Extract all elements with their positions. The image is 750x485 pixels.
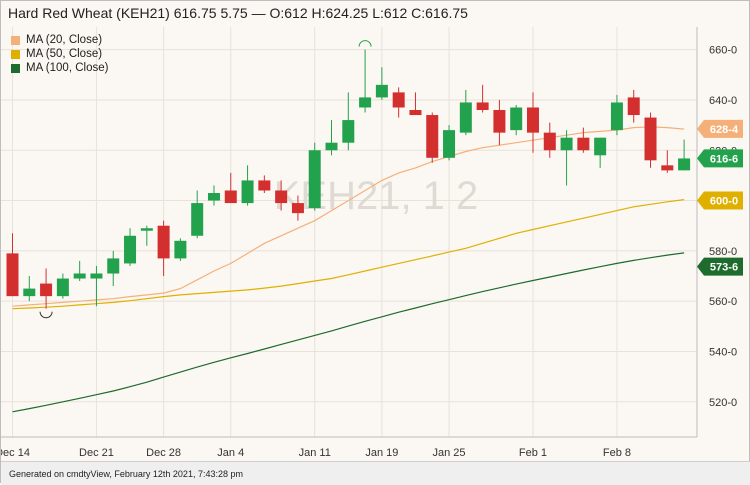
candle-body — [73, 273, 86, 279]
candle-body — [23, 288, 36, 297]
y-tick-label: 580-0 — [709, 246, 737, 258]
chart-header: Hard Red Wheat (KEH21) 616.75 5.75 — O:6… — [8, 5, 468, 21]
candle-body — [375, 84, 388, 98]
x-tick-label: Jan 4 — [217, 447, 244, 459]
candle-body — [258, 180, 271, 191]
candle-body — [443, 130, 456, 158]
x-tick-label: Feb 8 — [603, 447, 631, 459]
candle-body — [426, 115, 439, 158]
legend-swatch-ma100 — [11, 63, 20, 73]
generated-timestamp: Generated on cmdtyView, February 12th 20… — [9, 469, 243, 479]
candle-body — [241, 180, 254, 204]
candle-body — [140, 228, 153, 231]
last-value-tag — [697, 149, 743, 168]
x-tick-label: Jan 11 — [299, 447, 331, 459]
candle-body — [627, 97, 640, 116]
candle-body — [124, 235, 137, 264]
candle-body — [543, 132, 556, 151]
candle-body — [56, 278, 69, 297]
legend-item-ma20[interactable]: MA (20, Close) — [11, 33, 108, 47]
candle-body — [476, 102, 489, 111]
candle-body — [90, 273, 103, 279]
legend-item-ma100[interactable]: MA (100, Close) — [11, 61, 108, 75]
last-price: 616.75 — [173, 5, 217, 21]
candle-body — [191, 203, 204, 236]
last-value-tag — [697, 257, 743, 276]
legend-label-ma20: MA (20, Close) — [26, 34, 103, 46]
y-tick-label: 560-0 — [709, 296, 737, 308]
legend-item-ma50[interactable]: MA (50, Close) — [11, 47, 108, 61]
ma50-line — [12, 199, 685, 310]
high-marker — [358, 40, 372, 47]
candle-body — [610, 102, 623, 131]
candle-body — [594, 137, 607, 156]
candle-body — [40, 283, 53, 297]
x-tick-label: Feb 1 — [519, 447, 547, 459]
plot-area — [1, 27, 697, 437]
price-change: 5.75 — [220, 5, 248, 21]
indicator-legend: MA (20, Close) MA (50, Close) MA (100, C… — [11, 33, 108, 75]
last-value-label: 600-0 — [710, 196, 738, 208]
legend-label-ma100: MA (100, Close) — [26, 62, 109, 74]
price-chart[interactable]: 660-0640-0620-0600-0580-0560-0540-0520-0… — [1, 1, 749, 461]
watermark: KEH21, 1 2 — [274, 174, 479, 218]
x-tick-label: Jan 25 — [433, 447, 466, 459]
legend-label-ma50: MA (50, Close) — [26, 48, 103, 60]
candle-body — [275, 190, 288, 204]
candle-body — [308, 150, 321, 209]
candle-body — [6, 253, 19, 297]
x-tick-label: Dec 14 — [1, 447, 30, 459]
candle-body — [510, 107, 523, 131]
candle-body — [577, 137, 590, 151]
candle-body — [107, 258, 120, 274]
candle-body — [560, 137, 573, 151]
last-value-label: 616-6 — [710, 153, 738, 165]
candle-body — [342, 120, 355, 143]
candle-body — [157, 225, 170, 259]
candle-body — [526, 107, 539, 133]
x-tick-label: Jan 19 — [365, 447, 398, 459]
symbol-title: Hard Red Wheat (KEH21) — [8, 5, 170, 21]
candle-body — [359, 97, 372, 108]
footer-bar: Generated on cmdtyView, February 12th 20… — [1, 461, 750, 485]
last-value-label: 573-6 — [710, 262, 738, 274]
last-value-label: 628-4 — [710, 124, 739, 136]
y-tick-label: 660-0 — [709, 45, 737, 57]
low-marker — [39, 311, 53, 319]
candle-body — [325, 142, 338, 151]
legend-swatch-ma50 — [11, 49, 20, 59]
y-tick-label: 520-0 — [709, 397, 737, 409]
x-tick-label: Dec 21 — [79, 447, 114, 459]
candle-body — [493, 110, 506, 133]
ma100-line — [12, 252, 685, 413]
candle-body — [174, 240, 187, 259]
last-value-tag — [697, 119, 743, 138]
candle-body — [409, 110, 422, 116]
last-value-tag — [697, 191, 743, 210]
candle-body — [224, 190, 237, 204]
y-tick-label: 540-0 — [709, 346, 737, 358]
candle-body — [678, 158, 691, 171]
candle-body — [392, 92, 405, 108]
ma20-line — [12, 126, 685, 307]
candle-body — [459, 102, 472, 133]
y-tick-label: 640-0 — [709, 95, 737, 107]
ohlc-readout: O:612 H:624.25 L:612 C:616.75 — [269, 5, 468, 21]
legend-swatch-ma20 — [11, 35, 20, 45]
candle-body — [291, 203, 304, 214]
x-tick-label: Dec 28 — [146, 447, 181, 459]
candle-body — [644, 117, 657, 161]
candle-body — [207, 193, 220, 201]
header-separator: — — [251, 5, 266, 21]
candle-body — [661, 165, 674, 171]
